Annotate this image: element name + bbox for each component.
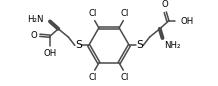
Text: Cl: Cl	[89, 73, 97, 82]
Text: S: S	[136, 40, 143, 50]
Text: OH: OH	[43, 49, 57, 58]
Text: O: O	[30, 31, 37, 40]
Text: O: O	[162, 0, 169, 9]
Text: H₂N: H₂N	[27, 15, 44, 24]
Text: Cl: Cl	[121, 9, 129, 18]
Text: NH₂: NH₂	[164, 41, 181, 50]
Text: OH: OH	[180, 17, 193, 26]
Text: S: S	[75, 40, 82, 50]
Text: Cl: Cl	[89, 9, 97, 18]
Text: Cl: Cl	[121, 73, 129, 82]
